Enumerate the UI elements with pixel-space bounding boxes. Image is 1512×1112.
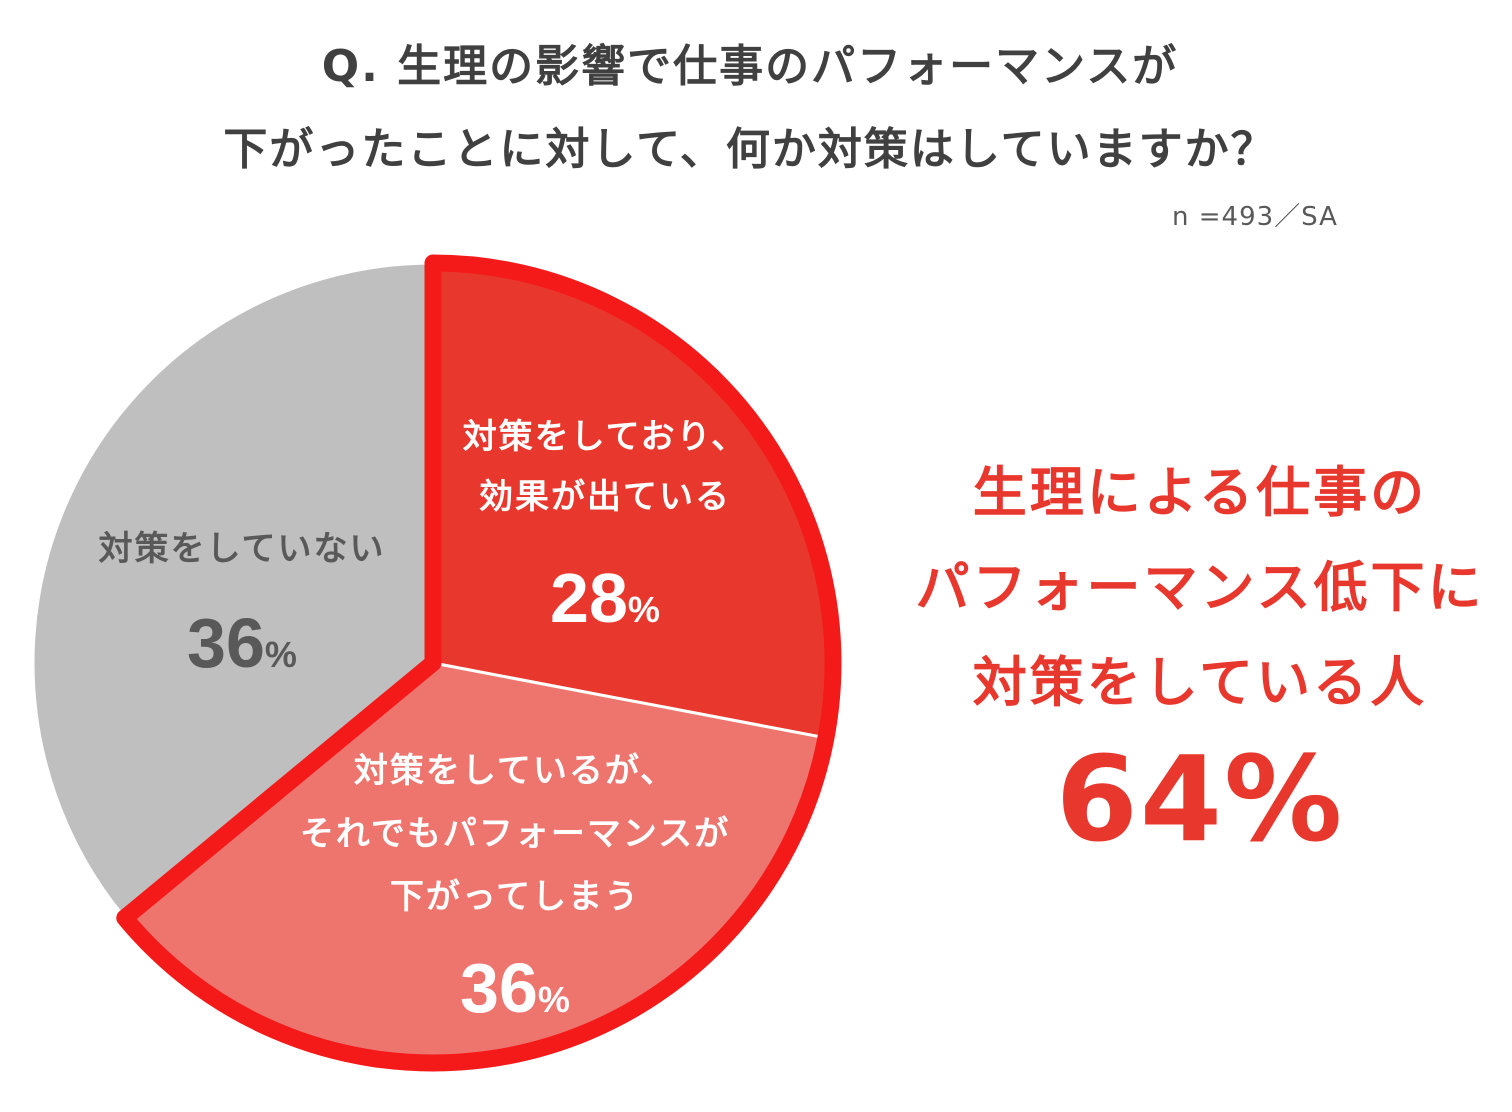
slice-2-label-line-3: 下がってしまう	[390, 877, 640, 917]
summary-percentage: 64%	[1055, 730, 1345, 868]
slice-1-label-line-2: 効果が出ている	[479, 477, 731, 517]
slice-3-value: 36%	[187, 604, 297, 682]
pie-chart: 対策をしており、効果が出ている 28% 対策をしているが、それでもパフォーマンスが下…	[31, 254, 842, 1072]
pie-slice-3	[31, 261, 435, 921]
summary-line-2: パフォーマンス低下に	[915, 556, 1485, 619]
slice-1-value: 28%	[550, 559, 660, 637]
summary-line-3: 対策をしている人	[972, 651, 1428, 714]
slice-1-label-line-1: 対策をしており、	[463, 417, 748, 457]
slice-2-label-line-1: 対策をしているが、	[354, 751, 676, 791]
question-title-line-1: Q. 生理の影響で仕事のパフォーマンスが	[321, 41, 1179, 92]
slice-3-label-line-1: 対策をしていない	[99, 529, 386, 569]
summary-line-1: 生理による仕事の	[972, 461, 1428, 524]
slice-2-value: 36%	[460, 949, 570, 1027]
question-title-line-2: 下がったことに対して、何か対策はしていますか？	[223, 124, 1277, 175]
slice-2-label-line-2: それでもパフォーマンスが	[300, 814, 730, 854]
sample-size-note: n =493／SA	[1172, 202, 1338, 232]
highlight-outline	[116, 254, 842, 1072]
